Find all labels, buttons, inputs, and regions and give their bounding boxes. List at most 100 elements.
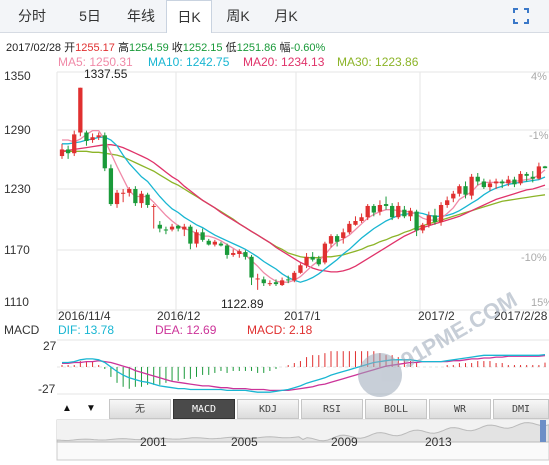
timeline-tick: 2005 <box>231 435 258 449</box>
candle-body <box>273 282 279 285</box>
candle-body <box>127 189 132 193</box>
fullscreen-icon[interactable] <box>513 8 529 24</box>
open-value: 1255.17 <box>75 42 115 54</box>
pct-tick-label: -1% <box>529 130 549 142</box>
indicator-macd-button[interactable]: MACD <box>173 399 235 419</box>
scroll-down-arrow[interactable]: ▼ <box>86 403 96 414</box>
open-label: 开 <box>64 42 76 54</box>
candle-body <box>377 205 383 212</box>
tab-timeshare[interactable]: 分时 <box>18 8 46 24</box>
quote-line: 2017/02/28 开1255.17 高1254.59 收1252.15 低1… <box>6 39 325 55</box>
candle-body <box>390 205 395 218</box>
scroll-up-arrow[interactable]: ▲ <box>62 403 72 414</box>
y-tick-label: 1230 <box>4 182 31 196</box>
candle-body <box>414 211 419 231</box>
candle-body <box>408 210 413 217</box>
candle-body <box>432 215 438 222</box>
ma5-legend: MA5: 1250.31 <box>58 55 133 69</box>
candle-body <box>176 225 181 229</box>
ma20-legend: MA20: 1234.13 <box>243 55 325 69</box>
candle-body <box>438 205 444 222</box>
close-value: 1252.15 <box>182 42 223 54</box>
candle-body <box>310 256 315 260</box>
macd-panel <box>61 351 546 393</box>
change-value: -0.60% <box>290 42 326 54</box>
candle-body <box>353 221 358 225</box>
indicator-none-button[interactable]: 无 <box>109 399 171 419</box>
y-tick-label: 1110 <box>4 295 29 309</box>
candle-body <box>347 223 352 233</box>
timeline-tick: 2013 <box>425 435 452 449</box>
candle-body <box>341 232 346 238</box>
timeline-tick: 2009 <box>331 435 358 449</box>
macd-legend: MACD: 2.18 <box>247 323 313 337</box>
tab-weekly-k[interactable]: 周K <box>226 8 250 24</box>
macd-title: MACD <box>4 323 40 337</box>
ma10-line <box>62 136 546 283</box>
dea-legend: DEA: 12.69 <box>155 323 217 337</box>
indicator-wr-button[interactable]: WR <box>429 399 491 419</box>
candle-body <box>426 215 431 225</box>
dif-line <box>62 353 546 393</box>
candle-body <box>475 176 480 182</box>
indicator-kdj-button[interactable]: KDJ <box>237 399 299 419</box>
candle-body <box>261 279 266 284</box>
candle-body <box>151 205 156 207</box>
indicator-rsi-button[interactable]: RSI <box>301 399 363 419</box>
candle-body <box>65 149 71 154</box>
macd-y-tick: -27 <box>38 382 56 396</box>
candle-body <box>163 229 169 231</box>
ma10-legend: MA10: 1242.75 <box>148 55 230 69</box>
candle-body <box>530 176 535 179</box>
candle-body <box>359 217 364 222</box>
timeline-handle[interactable] <box>540 420 546 442</box>
candle-body <box>188 226 193 244</box>
candle-body <box>396 205 401 218</box>
macd-y-tick: 27 <box>43 339 57 353</box>
candle-body <box>267 283 273 285</box>
timeline-tick: 2001 <box>140 435 167 449</box>
low-label: 低 <box>225 42 237 54</box>
candle-body <box>402 209 407 217</box>
candle-body <box>292 272 297 281</box>
candle-body <box>114 192 120 205</box>
tab-yearline[interactable]: 年线 <box>127 8 155 24</box>
candle-body <box>212 241 217 245</box>
candle-body <box>298 265 303 273</box>
ma30-line <box>62 150 546 259</box>
y-tick-label: 1290 <box>4 123 31 137</box>
tab-daily-k[interactable]: 日K <box>166 0 212 33</box>
ma20-line <box>61 144 546 273</box>
tab-5day[interactable]: 5日 <box>79 8 101 24</box>
candle-body <box>102 135 107 169</box>
candle-body <box>383 204 389 206</box>
close-label: 收 <box>171 42 183 54</box>
high-label: 高 <box>117 42 129 54</box>
candle-body <box>249 256 254 278</box>
candle-body <box>133 189 138 204</box>
candle-body <box>206 240 211 245</box>
x-tick-label: 2017/2 <box>418 309 455 323</box>
candle-body <box>169 226 175 230</box>
candle-body <box>365 205 370 218</box>
candle-body <box>536 166 542 179</box>
low-annotation: 1122.89 <box>221 297 264 311</box>
candle-body <box>218 243 224 246</box>
x-tick-label: 2017/1 <box>284 309 321 323</box>
indicator-boll-button[interactable]: BOLL <box>365 399 427 419</box>
x-tick-label: 2017/2/28 <box>494 309 548 323</box>
candle-body <box>78 87 83 133</box>
candle-body <box>72 134 77 154</box>
pct-tick-label: 4% <box>531 71 547 83</box>
indicator-dmi-button[interactable]: DMI <box>493 399 549 419</box>
candle-body <box>139 193 144 204</box>
y-tick-label: 1170 <box>4 243 30 257</box>
candle-body <box>463 186 468 195</box>
tab-monthly-k[interactable]: 月K <box>274 8 298 24</box>
ma30-legend: MA30: 1223.86 <box>337 55 419 69</box>
candle-body <box>304 256 309 266</box>
candle-body <box>84 132 89 141</box>
pct-tick-label: -10% <box>521 252 547 264</box>
period-tabs: 分时 5日 年线 日K 周K 月K <box>0 0 549 33</box>
